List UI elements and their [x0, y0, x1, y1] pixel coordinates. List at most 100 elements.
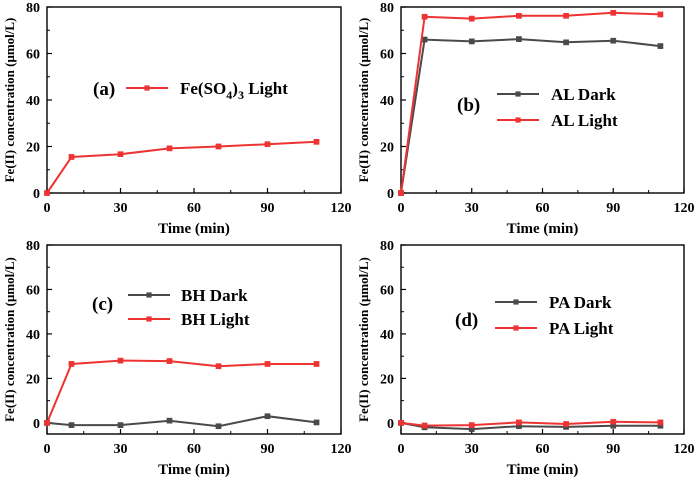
legend-label: PA Dark [549, 293, 612, 312]
data-point [215, 143, 222, 150]
y-tick-label: 80 [380, 1, 394, 16]
data-point [563, 39, 569, 46]
x-axis-title: Time (min) [158, 462, 230, 478]
axes-frame [400, 244, 685, 435]
y-tick-label: 40 [380, 94, 394, 109]
y-axis-title: Fe(II) concentration (μmol/L) [356, 257, 371, 422]
y-tick-label: 20 [26, 372, 40, 387]
x-tick-label: 60 [187, 201, 201, 216]
data-point [313, 419, 320, 426]
legend-label: AL Dark [551, 85, 616, 104]
data-point [68, 154, 75, 160]
y-tick-label: 20 [380, 141, 394, 156]
series-line-light [46, 140, 317, 194]
panel-label: (c) [92, 294, 113, 315]
data-point [398, 420, 404, 426]
legend-text-part: Fe(SO [180, 79, 226, 98]
legend-marker [144, 85, 150, 91]
x-tick-label: 0 [44, 201, 51, 216]
x-tick-label: 90 [261, 442, 275, 457]
data-point [610, 418, 617, 425]
x-tick-label: 30 [114, 201, 128, 216]
legend-label: PA Light [549, 319, 614, 338]
data-point [215, 363, 222, 370]
x-tick-label: 60 [536, 442, 550, 457]
x-tick-label: 60 [536, 201, 550, 216]
legend-text-part: ) [232, 79, 238, 98]
panel-b: 0 30 60 90 120 0 20 40 60 80 Time (min) Fe(II) conc… [356, 1, 695, 237]
x-tick-label: 90 [606, 442, 620, 457]
y-tick-label: 40 [26, 94, 40, 109]
data-point [264, 413, 271, 420]
y-tick-label: 60 [26, 48, 40, 63]
data-point [313, 361, 320, 367]
legend-label: Fe(SO4)3 Light [180, 79, 288, 102]
data-point [468, 422, 475, 428]
y-tick-label: 0 [33, 417, 40, 432]
legend-marker [513, 299, 519, 305]
x-axis-title: Time (min) [507, 221, 579, 237]
y-tick-label: 0 [387, 417, 394, 432]
x-tick-label: 0 [398, 442, 405, 457]
panel-label: (b) [457, 95, 480, 116]
data-point [117, 151, 124, 158]
legend-text-part: Light [244, 79, 288, 98]
axes-frame [46, 244, 342, 435]
legend-label: BH Dark [181, 286, 248, 305]
data-point [421, 13, 428, 20]
x-tick-label: 120 [674, 201, 695, 216]
y-tick-label: 80 [26, 239, 40, 254]
y-tick-label: 40 [26, 328, 40, 343]
panel-c: 0 30 60 90 120 0 20 40 60 80 Time (min) Fe(II) conc… [2, 239, 352, 478]
y-tick-label: 20 [380, 372, 394, 387]
data-point [610, 37, 617, 44]
panel-label: (d) [455, 310, 478, 331]
data-point [398, 190, 404, 196]
data-point [657, 43, 664, 49]
axes-frame [46, 6, 342, 194]
data-point [44, 420, 50, 426]
x-tick-label: 120 [331, 442, 352, 457]
y-axis-title: Fe(II) concentration (μmol/L) [2, 257, 17, 422]
y-tick-label: 0 [33, 187, 40, 202]
data-point [117, 357, 124, 364]
legend-marker [146, 316, 152, 322]
x-tick-label: 120 [674, 442, 695, 457]
y-tick-label: 60 [380, 283, 394, 298]
data-point [215, 423, 222, 430]
y-axis-title: Fe(II) concentration (μmol/L) [356, 18, 371, 183]
panel-a: 0 30 60 90 120 0 20 40 60 80 Time (min) Fe(II) conc… [2, 1, 352, 237]
x-tick-label: 120 [331, 201, 352, 216]
legend-subscript: 3 [238, 88, 244, 102]
series-line-dark [46, 415, 317, 428]
y-tick-label: 80 [26, 1, 40, 16]
y-tick-label: 0 [387, 187, 394, 202]
series-line-dark [400, 38, 661, 194]
legend-marker [515, 91, 521, 97]
x-tick-label: 90 [261, 201, 275, 216]
legend-label: BH Light [181, 310, 250, 329]
data-point [610, 9, 617, 16]
data-point [166, 417, 173, 424]
legend-marker [146, 292, 152, 298]
y-tick-label: 40 [380, 328, 394, 343]
axes-frame [400, 6, 685, 194]
data-point [468, 15, 475, 22]
data-point [117, 422, 124, 428]
data-point [657, 11, 664, 18]
data-point [68, 361, 75, 367]
data-point [421, 422, 428, 429]
data-point [516, 36, 522, 42]
y-tick-label: 60 [380, 48, 394, 63]
legend-marker [515, 117, 521, 123]
data-point [563, 421, 569, 427]
data-point [563, 12, 569, 19]
data-point [468, 38, 475, 45]
data-point [44, 190, 50, 196]
data-point [516, 12, 522, 19]
x-axis-title: Time (min) [507, 462, 579, 478]
panel-d: 0 30 60 90 120 0 20 40 60 80 Time (min) Fe(II) conc… [356, 239, 695, 478]
data-point [264, 361, 271, 367]
y-tick-label: 80 [380, 239, 394, 254]
